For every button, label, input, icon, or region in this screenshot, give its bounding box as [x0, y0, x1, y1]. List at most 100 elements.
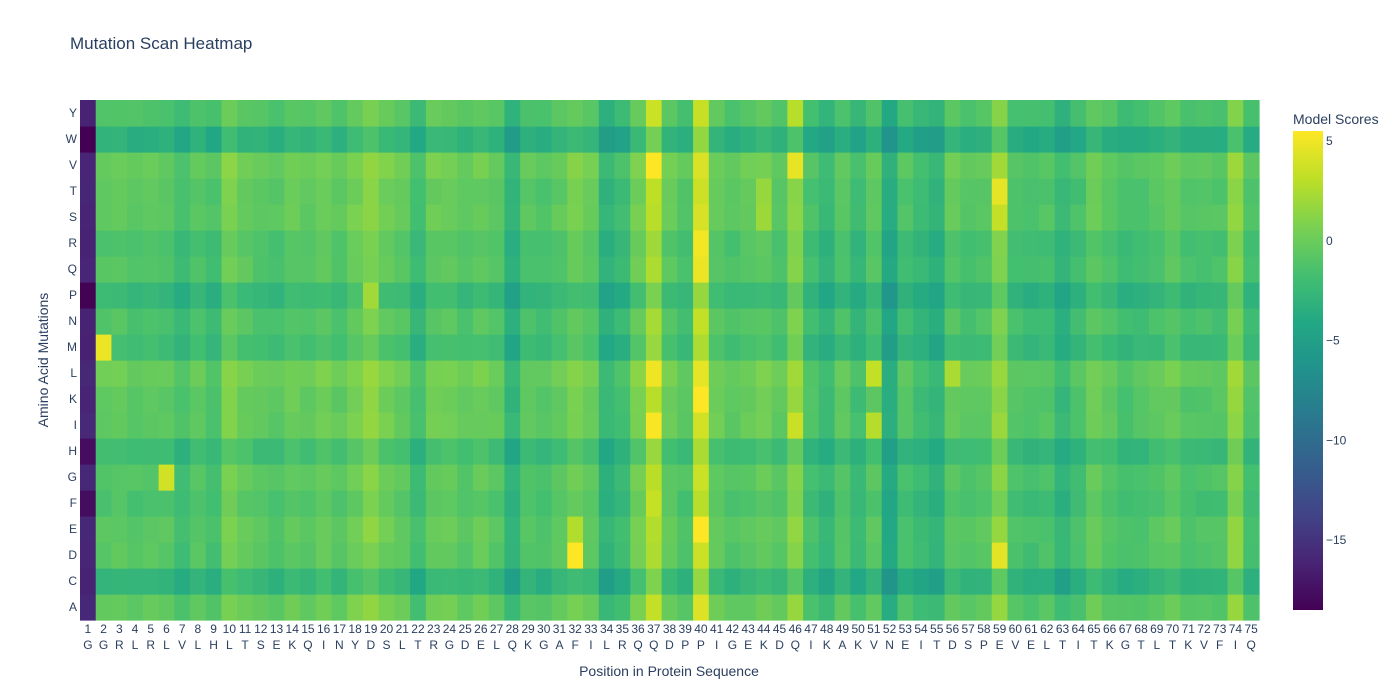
heatmap-cell	[95, 386, 113, 413]
heatmap-cell	[1101, 334, 1119, 361]
x-tick-position: 19	[364, 622, 378, 636]
x-tick-position: 10	[223, 622, 237, 636]
heatmap-cell	[944, 360, 961, 387]
heatmap-cell	[268, 308, 285, 335]
heatmap-cell	[897, 412, 914, 439]
heatmap-cell	[1101, 308, 1119, 335]
heatmap-cell	[1211, 100, 1229, 127]
heatmap-cell	[410, 230, 427, 257]
heatmap-cell	[205, 542, 223, 569]
heatmap-cell	[80, 152, 97, 179]
heatmap-cell	[1243, 568, 1260, 595]
heatmap-cell	[787, 100, 804, 127]
heatmap-cell	[771, 516, 788, 543]
heatmap-cell	[630, 412, 647, 439]
heatmap-cell	[881, 464, 899, 491]
heatmap-cell	[787, 256, 804, 283]
heatmap-cell	[1148, 126, 1166, 153]
heatmap-cell	[205, 152, 223, 179]
x-tick-residue: R	[115, 638, 124, 652]
heatmap-cell	[803, 360, 820, 387]
heatmap-cell	[818, 490, 836, 517]
heatmap-cell	[410, 178, 427, 205]
heatmap-cell	[1243, 308, 1260, 335]
heatmap-cell	[1054, 334, 1071, 361]
heatmap-cell	[362, 490, 380, 517]
heatmap-cell	[1211, 490, 1229, 517]
heatmap-cell	[771, 542, 788, 569]
x-tick-residue: V	[870, 638, 878, 652]
heatmap-cell	[771, 308, 788, 335]
heatmap-cell	[771, 204, 788, 231]
heatmap-cell	[1117, 490, 1134, 517]
heatmap-cell	[1148, 204, 1166, 231]
heatmap-cell	[1007, 516, 1024, 543]
heatmap-cell	[567, 438, 584, 465]
x-tick-position: 6	[163, 622, 170, 636]
heatmap-cell	[740, 516, 757, 543]
heatmap-cell	[803, 334, 820, 361]
heatmap-cell	[1054, 464, 1071, 491]
heatmap-cell	[410, 516, 427, 543]
heatmap-cell	[1070, 100, 1087, 127]
heatmap-cell	[897, 100, 914, 127]
heatmap-cell	[410, 126, 427, 153]
heatmap-cell	[740, 386, 757, 413]
heatmap-cell	[1070, 490, 1087, 517]
heatmap-cell	[378, 230, 395, 257]
heatmap-cell	[1070, 282, 1087, 309]
heatmap-cell	[1243, 126, 1260, 153]
heatmap-cell	[661, 152, 678, 179]
heatmap-cell	[991, 360, 1009, 387]
heatmap-cell	[960, 516, 977, 543]
heatmap-cell	[457, 282, 474, 309]
x-tick-residue: I	[322, 638, 325, 652]
x-tick-residue: T	[1059, 638, 1067, 652]
heatmap-cell	[866, 100, 883, 127]
heatmap-cell	[80, 204, 97, 231]
x-tick-residue: V	[178, 638, 186, 652]
heatmap-cell	[268, 464, 285, 491]
x-tick-residue: D	[366, 638, 375, 652]
heatmap-cell	[284, 230, 301, 257]
heatmap-cell	[693, 490, 710, 517]
heatmap-cell	[300, 334, 317, 361]
x-tick-residue: K	[760, 638, 768, 652]
heatmap-cell	[378, 334, 395, 361]
heatmap-cell	[284, 594, 301, 621]
heatmap-cell	[583, 126, 600, 153]
heatmap-cell	[1196, 386, 1213, 413]
heatmap-cell	[755, 126, 773, 153]
heatmap-cell	[1133, 308, 1150, 335]
heatmap-cell	[1086, 360, 1103, 387]
heatmap-cell	[740, 360, 757, 387]
heatmap-cell	[127, 542, 144, 569]
heatmap-cell	[834, 152, 851, 179]
heatmap-cell	[111, 282, 128, 309]
heatmap-cell	[80, 464, 97, 491]
heatmap-cell	[457, 256, 474, 283]
heatmap-cell	[190, 542, 207, 569]
heatmap-cell	[300, 308, 317, 335]
heatmap-cell	[284, 490, 301, 517]
heatmap-cell	[1196, 542, 1213, 569]
heatmap-cell	[1101, 542, 1119, 569]
heatmap-cell	[1101, 360, 1119, 387]
heatmap-cell	[645, 412, 663, 439]
heatmap-cell	[1243, 230, 1260, 257]
heatmap-cell	[315, 438, 333, 465]
heatmap-cell	[630, 360, 647, 387]
heatmap-cell	[1117, 178, 1134, 205]
heatmap-cell	[677, 360, 694, 387]
heatmap-cell	[1164, 438, 1181, 465]
heatmap-cell	[488, 360, 506, 387]
x-tick-position: 3	[116, 622, 123, 636]
heatmap-cell	[991, 594, 1009, 621]
heatmap-cell	[410, 308, 427, 335]
heatmap-cell	[803, 230, 820, 257]
heatmap-cell	[488, 204, 506, 231]
heatmap-cell	[520, 542, 537, 569]
x-tick-residue: L	[1153, 638, 1160, 652]
heatmap-cell	[142, 178, 160, 205]
